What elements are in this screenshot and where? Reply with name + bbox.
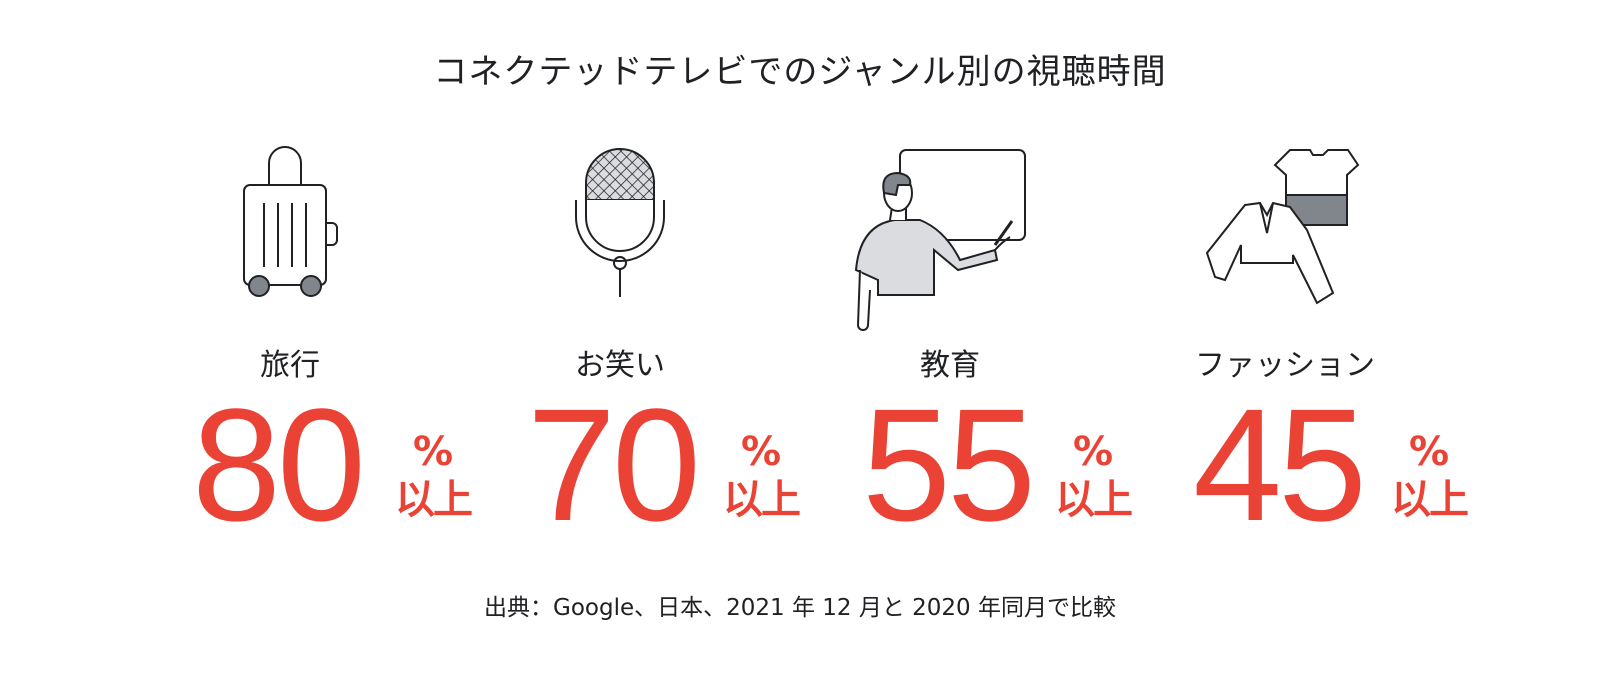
- stat-suffix-travel: % 以上: [388, 432, 478, 520]
- stat-value-travel: 80: [192, 375, 366, 554]
- percent-sign: %: [1408, 429, 1450, 475]
- percent-sign: %: [1072, 429, 1114, 475]
- category-label-education: 教育: [920, 348, 980, 383]
- percent-sign: %: [412, 429, 454, 475]
- stat-suffix-comedy: % 以上: [716, 432, 806, 520]
- clothing-icon: [1205, 149, 1360, 305]
- above-label: 以上: [723, 477, 801, 523]
- microphone-icon: [575, 148, 665, 297]
- above-label: 以上: [1391, 477, 1469, 523]
- category-label-comedy: お笑い: [575, 348, 665, 383]
- category-label-travel: 旅行: [260, 348, 320, 383]
- above-label: 以上: [1055, 477, 1133, 523]
- teacher-icon: [854, 149, 1026, 331]
- stat-value-education: 55: [862, 375, 1036, 554]
- stat-suffix-fashion: % 以上: [1384, 432, 1474, 520]
- stat-suffix-education: % 以上: [1048, 432, 1138, 520]
- above-label: 以上: [395, 477, 473, 523]
- source-note: 出典：Google、日本、2021 年 12 月と 2020 年同月で比較: [484, 595, 1116, 621]
- stat-value-comedy: 70: [527, 375, 701, 554]
- page-title: コネクテッドテレビでのジャンル別の視聴時間: [433, 52, 1167, 92]
- suitcase-icon: [243, 146, 338, 297]
- category-label-fashion: ファッション: [1195, 348, 1375, 383]
- percent-sign: %: [740, 429, 782, 475]
- stat-value-fashion: 45: [1193, 375, 1367, 554]
